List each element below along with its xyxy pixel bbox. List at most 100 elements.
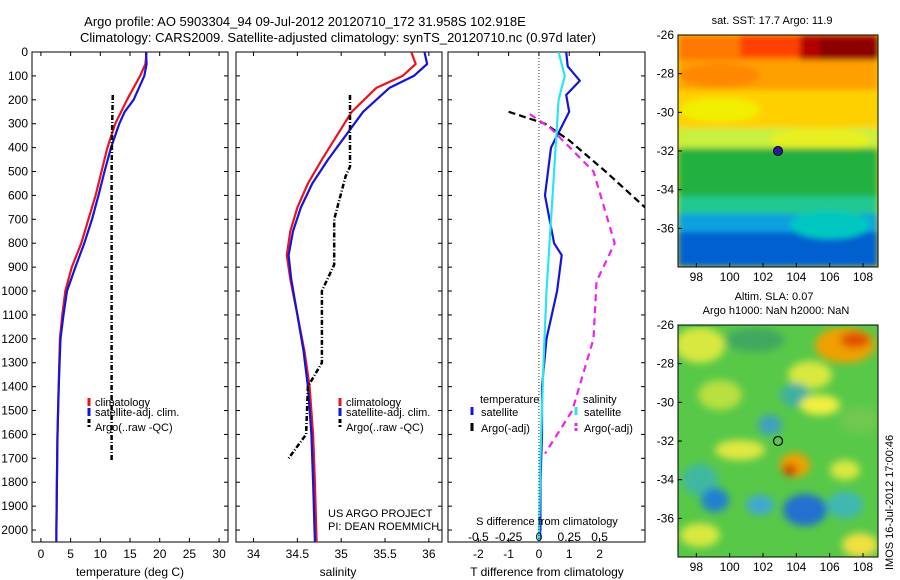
s-difference-tick-label: 0.5	[591, 530, 608, 544]
depth-tick-label: 200	[8, 93, 28, 107]
x-tick-label: 0	[536, 547, 543, 561]
s-difference-tick-label: 0.25	[558, 530, 582, 544]
difference-legend: temperature satellite Argo(-adj) salinit…	[470, 394, 633, 435]
depth-tick-label: 1000	[1, 284, 28, 298]
x-tick-label: 35.5	[373, 547, 397, 561]
map-lat-label: -26	[657, 28, 675, 42]
map-lon-label: 104	[786, 560, 806, 574]
legend-argo-label: Argo(..raw -QC)	[346, 422, 424, 434]
series-line	[537, 52, 581, 542]
map-lat-label: -30	[657, 105, 675, 119]
salinity-legend: climatology satellite-adj. clim. Argo(..…	[338, 397, 430, 434]
x-tick-label: 34	[247, 547, 261, 561]
map-lat-label: -26	[657, 318, 675, 332]
legend-argo-label: Argo(..raw -QC)	[95, 422, 173, 434]
map-lon-label: 108	[853, 270, 873, 284]
depth-tick-label: 1400	[1, 380, 28, 394]
difference-x-axis: -2 -1 0 1 2	[473, 52, 603, 561]
temperature-series	[55, 52, 148, 542]
map-lat-label: -36	[657, 511, 675, 525]
series-line	[537, 52, 566, 542]
x-tick-label: 20	[153, 547, 167, 561]
x-tick-label: 30	[212, 547, 226, 561]
legend-t-satellite-label: satellite	[481, 407, 518, 419]
depth-tick-label: 1100	[2, 308, 28, 322]
map-lat-label: -36	[657, 221, 675, 235]
map-lat-label: -28	[657, 357, 675, 371]
depth-axis: 0 100 200 300 400 500 600 700 800 900 1000 1100 1200…	[1, 45, 645, 537]
x-tick-label: 10	[94, 547, 108, 561]
legend-s-satellite-label: satellite	[584, 407, 621, 419]
s-difference-tick-label: -0.5	[468, 530, 489, 544]
depth-tick-label: 100	[8, 69, 28, 83]
map-lon-label: 98	[690, 270, 704, 284]
x-tick-label: -2	[473, 547, 484, 561]
temperature-x-axis: 0 5 10 15 20 25 30	[38, 52, 226, 561]
series-line	[55, 52, 148, 542]
map-lon-label: 100	[720, 270, 740, 284]
header-title: Argo profile: AO 5903304_94 09-Jul-2012 …	[84, 14, 526, 29]
s-difference-tick-label: -0.25	[495, 530, 523, 544]
depth-tick-label: 1300	[1, 356, 28, 370]
depth-tick-label: 900	[8, 260, 28, 274]
legend-climatology-label: climatology	[346, 397, 402, 409]
legend-climatology-label: climatology	[95, 397, 151, 409]
depth-tick-label: 1500	[1, 404, 28, 418]
series-line	[285, 52, 417, 542]
sst-argo-location-marker	[773, 146, 783, 156]
sst-map-axes: 98 100 102 104 106 108 -26 -28 -30 -32 -34 -36	[657, 28, 874, 284]
series-line	[287, 52, 429, 542]
depth-tick-label: 600	[8, 188, 28, 202]
depth-tick-label: 500	[8, 165, 28, 179]
x-tick-label: 15	[123, 547, 137, 561]
x-tick-label: 1	[566, 547, 573, 561]
depth-tick-label: 2000	[1, 523, 28, 537]
depth-tick-label: 1200	[1, 332, 28, 346]
temperature-axis-label: temperature (deg C)	[76, 565, 184, 579]
series-line	[529, 113, 616, 455]
header-subtitle: Climatology: CARS2009. Satellite-adjuste…	[80, 30, 596, 45]
sla-map-subtitle: Argo h1000: NaN h2000: NaN	[703, 305, 850, 317]
legend-s-argo-label: Argo(-adj)	[584, 423, 633, 435]
salinity-series	[285, 52, 429, 542]
series-line	[508, 110, 645, 209]
legend-satellite-label: satellite-adj. clim.	[346, 407, 430, 419]
series-line	[110, 94, 115, 461]
salinity-panel-frame	[235, 51, 443, 543]
s-difference-tick-label: 0	[536, 530, 543, 544]
map-lon-label: 100	[720, 560, 740, 574]
project-note: US ARGO PROJECT	[328, 508, 433, 520]
depth-tick-label: 0	[21, 45, 28, 59]
depth-tick-label: 1900	[1, 499, 28, 513]
map-lon-label: 102	[753, 560, 773, 574]
x-tick-label: 5	[67, 547, 74, 561]
sst-map-field	[678, 35, 878, 267]
x-tick-label: 2	[596, 547, 603, 561]
map-lat-label: -32	[657, 144, 675, 158]
map-lon-label: 104	[786, 270, 806, 284]
map-lat-label: -34	[657, 473, 675, 487]
x-tick-label: 25	[183, 547, 197, 561]
pi-note: PI: DEAN ROEMMICH	[328, 521, 439, 533]
sla-argo-location-marker	[772, 435, 784, 447]
depth-tick-label: 300	[8, 117, 28, 131]
map-lon-label: 102	[753, 270, 773, 284]
x-tick-label: 35	[335, 547, 349, 561]
depth-tick-label: 700	[8, 212, 28, 226]
difference-series	[508, 52, 645, 542]
x-tick-label: 36	[422, 547, 436, 561]
map-lon-label: 106	[820, 270, 840, 284]
depth-tick-label: 1700	[1, 451, 28, 465]
series-line	[55, 52, 148, 542]
temperature-panel-frame	[31, 51, 229, 543]
sla-map-axes: 98 100 102 104 106 108 -26 -28 -30 -32 -34 -36	[657, 318, 874, 574]
depth-tick-label: 400	[8, 141, 28, 155]
map-lat-label: -32	[657, 434, 675, 448]
map-lat-label: -34	[657, 183, 675, 197]
depth-tick-label: 800	[8, 236, 28, 250]
x-tick-label: -1	[503, 547, 514, 561]
x-tick-label: 34.5	[286, 547, 310, 561]
x-tick-label: 0	[38, 547, 45, 561]
temperature-legend: climatology satellite-adj. clim. Argo(..…	[87, 397, 179, 434]
